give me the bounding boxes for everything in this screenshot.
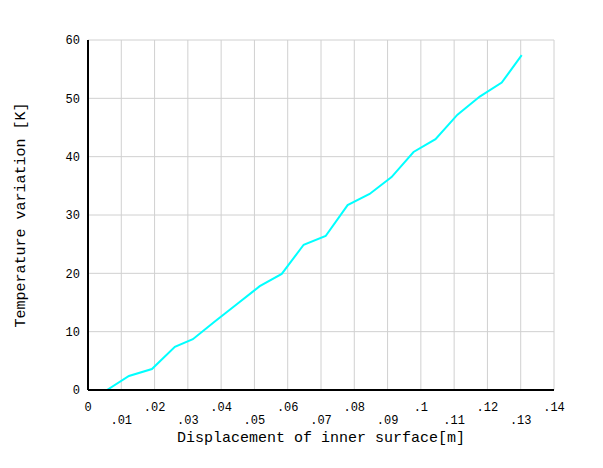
svg-text:20: 20: [66, 268, 80, 282]
svg-text:.01: .01: [110, 414, 132, 428]
svg-text:.14: .14: [543, 401, 565, 415]
svg-text:.11: .11: [443, 414, 465, 428]
svg-text:.03: .03: [177, 414, 199, 428]
svg-text:60: 60: [66, 34, 80, 48]
svg-text:0: 0: [84, 401, 91, 415]
svg-text:0: 0: [73, 384, 80, 398]
svg-text:.08: .08: [343, 401, 365, 415]
svg-text:10: 10: [66, 326, 80, 340]
svg-text:.12: .12: [477, 401, 499, 415]
svg-text:.04: .04: [210, 401, 232, 415]
svg-text:.06: .06: [277, 401, 299, 415]
svg-text:Temperature variation [K]: Temperature variation [K]: [13, 102, 30, 327]
svg-text:Displacement of inner surface[: Displacement of inner surface[m]: [177, 430, 465, 447]
svg-text:.1: .1: [414, 401, 428, 415]
svg-text:.07: .07: [310, 414, 332, 428]
svg-text:30: 30: [66, 209, 80, 223]
svg-text:.13: .13: [510, 414, 532, 428]
svg-text:50: 50: [66, 93, 80, 107]
svg-text:.05: .05: [244, 414, 266, 428]
svg-text:40: 40: [66, 151, 80, 165]
svg-text:.02: .02: [144, 401, 166, 415]
svg-text:.09: .09: [377, 414, 399, 428]
